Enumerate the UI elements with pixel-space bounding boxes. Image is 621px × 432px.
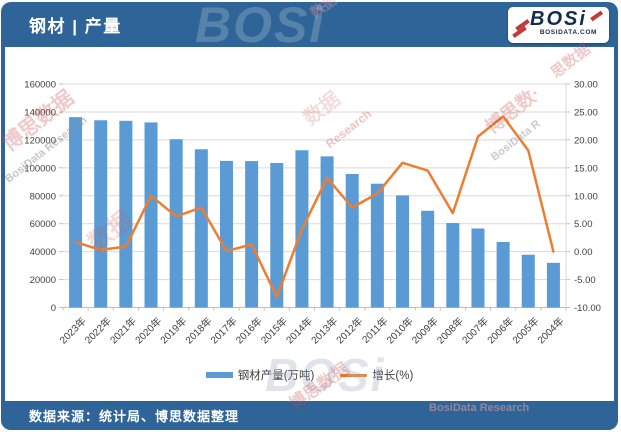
right-axis-label: 15.00 bbox=[574, 163, 598, 174]
right-axis-label: 25.00 bbox=[574, 107, 598, 118]
x-axis-label: 2015年 bbox=[258, 314, 290, 346]
x-axis-label: 2021年 bbox=[107, 314, 139, 346]
right-axis-label: -5.00 bbox=[574, 275, 596, 286]
x-axis-label: 2006年 bbox=[484, 314, 516, 346]
bar-2015年 bbox=[270, 162, 284, 308]
bosi-logo: BOSi BOSIDATA.COM bbox=[508, 6, 609, 43]
right-axis-label: 5.00 bbox=[574, 219, 593, 230]
bar-2021年 bbox=[119, 120, 133, 308]
logo-text: BOSi bbox=[530, 7, 587, 30]
x-axis-label: 2010年 bbox=[384, 314, 416, 346]
data-source-text: 数据来源：统计局、博思数据整理 bbox=[29, 409, 240, 424]
x-axis-label: 2008年 bbox=[434, 314, 466, 346]
x-axis-label: 2020年 bbox=[132, 314, 164, 346]
legend-item-growth: 增长(%) bbox=[340, 367, 413, 383]
x-axis-label: 2013年 bbox=[308, 314, 340, 346]
bar-2018年 bbox=[194, 149, 208, 308]
x-axis-label: 2019年 bbox=[157, 314, 189, 346]
bar-2004年 bbox=[546, 262, 560, 308]
x-axis-label: 2012年 bbox=[333, 314, 365, 346]
header: 钢材 | 产量 BOSi BOSIDATA.COM bbox=[1, 2, 618, 47]
right-axis-label: 30.00 bbox=[574, 80, 598, 91]
right-axis-label: -10.00 bbox=[574, 303, 601, 314]
legend-item-production: 钢材产量(万吨) bbox=[205, 367, 315, 383]
legend-bar-label: 钢材产量(万吨) bbox=[237, 370, 315, 382]
left-axis-label: 0 bbox=[51, 303, 56, 314]
footer: 数据来源：统计局、博思数据整理 bbox=[1, 401, 618, 430]
growth-line bbox=[74, 115, 555, 299]
page-title: 钢材 | 产量 bbox=[29, 17, 122, 36]
bar-2020年 bbox=[144, 122, 158, 308]
x-axis-label: 2016年 bbox=[233, 314, 265, 346]
x-axis-label: 2017年 bbox=[208, 314, 240, 346]
legend-bar-swatch-icon bbox=[205, 372, 233, 378]
bar-2006年 bbox=[496, 241, 510, 308]
chart-panel: 0 -10.00 20000 -5.00 40000 0.00 60000 5.00 80000… bbox=[5, 47, 614, 401]
legend-line-swatch-icon bbox=[340, 373, 368, 377]
left-axis-label: 100000 bbox=[24, 163, 56, 174]
chart-legend: 钢材产量(万吨) 增长(%) bbox=[5, 367, 614, 383]
right-axis-label: 0.00 bbox=[574, 247, 593, 258]
bar-2012年 bbox=[345, 173, 359, 308]
bar-2023年 bbox=[69, 117, 83, 308]
bar-2022年 bbox=[94, 120, 108, 308]
bar-2010年 bbox=[396, 195, 410, 308]
bar-2007年 bbox=[471, 228, 485, 308]
left-axis-label: 160000 bbox=[24, 80, 56, 91]
legend-line-label: 增长(%) bbox=[372, 370, 414, 382]
x-axis-label: 2018年 bbox=[182, 314, 214, 346]
bar-2017年 bbox=[219, 160, 233, 308]
production-chart: 0 -10.00 20000 -5.00 40000 0.00 60000 5.00 80000… bbox=[24, 80, 601, 347]
bar-2019年 bbox=[169, 139, 183, 308]
x-axis-label: 2009年 bbox=[409, 314, 441, 346]
left-axis-label: 120000 bbox=[24, 135, 56, 146]
logo-domain-text: BOSIDATA.COM bbox=[539, 28, 597, 36]
right-axis-label: 20.00 bbox=[574, 135, 598, 146]
x-axis-label: 2023年 bbox=[57, 314, 89, 346]
left-axis-label: 140000 bbox=[24, 107, 56, 118]
left-axis-label: 20000 bbox=[30, 275, 56, 286]
bar-2013年 bbox=[320, 156, 334, 308]
x-axis-label: 2005年 bbox=[509, 314, 541, 346]
left-axis-label: 80000 bbox=[30, 191, 56, 202]
left-axis-label: 40000 bbox=[30, 247, 56, 258]
bar-2008年 bbox=[446, 223, 460, 308]
x-axis-label: 2004年 bbox=[535, 314, 567, 346]
bar-2009年 bbox=[421, 210, 435, 308]
x-axis-label: 2007年 bbox=[459, 314, 491, 346]
x-axis-label: 2022年 bbox=[82, 314, 114, 346]
right-axis-label: 10.00 bbox=[574, 191, 598, 202]
x-axis-label: 2011年 bbox=[359, 314, 390, 345]
left-axis-label: 60000 bbox=[30, 219, 56, 230]
bar-2011年 bbox=[370, 183, 384, 308]
bar-2005年 bbox=[521, 254, 535, 308]
bar-2016年 bbox=[245, 161, 259, 308]
x-axis-label: 2014年 bbox=[283, 314, 315, 346]
